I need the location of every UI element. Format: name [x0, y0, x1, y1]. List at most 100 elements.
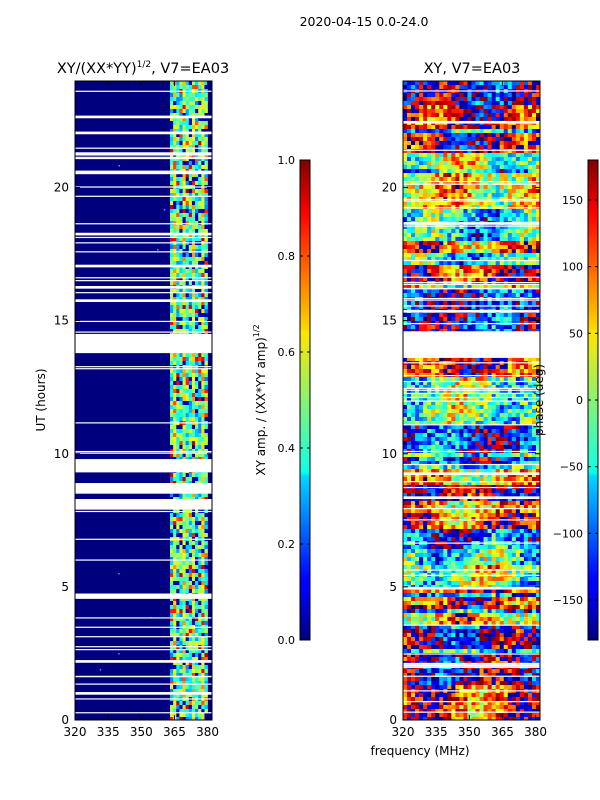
heatmap-cell [182, 401, 186, 406]
heatmap-cell [173, 249, 177, 254]
heatmap-cell [455, 393, 460, 398]
heatmap-cell [195, 557, 199, 562]
heatmap-cell [191, 229, 196, 234]
heatmap-cell [519, 277, 525, 282]
heatmap-cell [471, 229, 476, 234]
heatmap-cell [427, 245, 432, 250]
heatmap-cell [479, 157, 484, 162]
heatmap-cell [439, 189, 444, 194]
heatmap-cell [407, 153, 412, 158]
heatmap-cell [179, 545, 183, 550]
heatmap-cell [185, 97, 190, 102]
heatmap-cell [195, 269, 199, 274]
heatmap-cell [188, 417, 193, 422]
heatmap-cell [188, 377, 193, 382]
heatmap-cell [499, 369, 505, 374]
heatmap-cell [535, 137, 540, 142]
heatmap-cell [185, 685, 190, 690]
heatmap-cell [495, 385, 501, 390]
heatmap-cell [195, 585, 199, 590]
heatmap-cell [475, 133, 480, 138]
heatmap-cell [173, 353, 177, 358]
heatmap-cell [170, 353, 174, 358]
heatmap-cell [479, 409, 484, 414]
heatmap-cell [491, 245, 496, 250]
heatmap-cell [173, 109, 177, 114]
heatmap-cell [201, 249, 205, 254]
heatmap-cell [198, 549, 202, 554]
heatmap-cell [176, 225, 180, 230]
heatmap-cell [439, 233, 444, 238]
heatmap-cell [467, 413, 472, 418]
heatmap-cell [503, 385, 509, 390]
heatmap-cell [403, 401, 408, 406]
heatmap-cell [467, 229, 472, 234]
heatmap-cell [423, 109, 428, 114]
heatmap-cell [511, 365, 517, 370]
heatmap-cell [447, 205, 452, 210]
heatmap-cell [173, 405, 177, 410]
heatmap-cell [185, 117, 190, 122]
heatmap-cell [443, 209, 448, 214]
heatmap-cell [511, 109, 517, 114]
heatmap-cell [195, 397, 199, 402]
heatmap-cell [439, 265, 444, 270]
heatmap-cell [182, 81, 186, 86]
heatmap-cell [471, 113, 476, 118]
heatmap-cell [459, 109, 464, 114]
heatmap-cell [455, 421, 460, 426]
heatmap-cell [487, 165, 492, 170]
heatmap-cell [198, 677, 202, 682]
heatmap-cell [463, 177, 468, 182]
heatmap-cell [495, 301, 501, 306]
heatmap-cell [527, 93, 533, 98]
heatmap-cell [173, 125, 177, 130]
heatmap-cell [507, 409, 513, 414]
heatmap-cell [535, 97, 540, 102]
heatmap-cell [467, 397, 472, 402]
heatmap-cell [188, 161, 193, 166]
colorbar-tick-label: 0.2 [278, 538, 296, 551]
heatmap-cell [188, 521, 193, 526]
flagged-gap [75, 692, 212, 695]
heatmap-cell [176, 609, 180, 614]
heatmap-cell [499, 157, 505, 162]
heatmap-cell [523, 157, 529, 162]
heatmap-cell [455, 101, 460, 106]
heatmap-cell [435, 389, 440, 394]
heatmap-cell [204, 133, 208, 138]
heatmap-cell [419, 313, 424, 318]
heatmap-cell [176, 717, 180, 720]
heatmap-cell [415, 105, 420, 110]
heatmap-cell [479, 141, 484, 146]
heatmap-cell [515, 137, 521, 142]
heatmap-cell [419, 161, 424, 166]
heatmap-cell [179, 521, 183, 526]
heatmap-cell [443, 421, 448, 426]
heatmap-cell [515, 133, 521, 138]
heatmap-cell [201, 105, 205, 110]
heatmap-cell [185, 585, 190, 590]
heatmap-cell [443, 213, 448, 218]
heatmap-cell [431, 177, 436, 182]
heatmap-cell [471, 245, 476, 250]
heatmap-cell [523, 97, 529, 102]
heatmap-cell [419, 213, 424, 218]
heatmap-cell [423, 249, 428, 254]
heatmap-cell [459, 233, 464, 238]
heatmap-cell [467, 105, 472, 110]
heatmap-cell [439, 105, 444, 110]
heatmap-cell [191, 533, 196, 538]
heatmap-cell [204, 677, 208, 682]
heatmap-cell [188, 309, 193, 314]
heatmap-cell [188, 557, 193, 562]
heatmap-cell [467, 209, 472, 214]
heatmap-cell [182, 293, 186, 298]
heatmap-cell [443, 413, 448, 418]
heatmap-cell [427, 193, 432, 198]
heatmap-cell [531, 413, 537, 418]
heatmap-cell [198, 141, 202, 146]
heatmap-cell [179, 441, 183, 446]
heatmap-cell [407, 401, 412, 406]
heatmap-cell [511, 113, 517, 118]
